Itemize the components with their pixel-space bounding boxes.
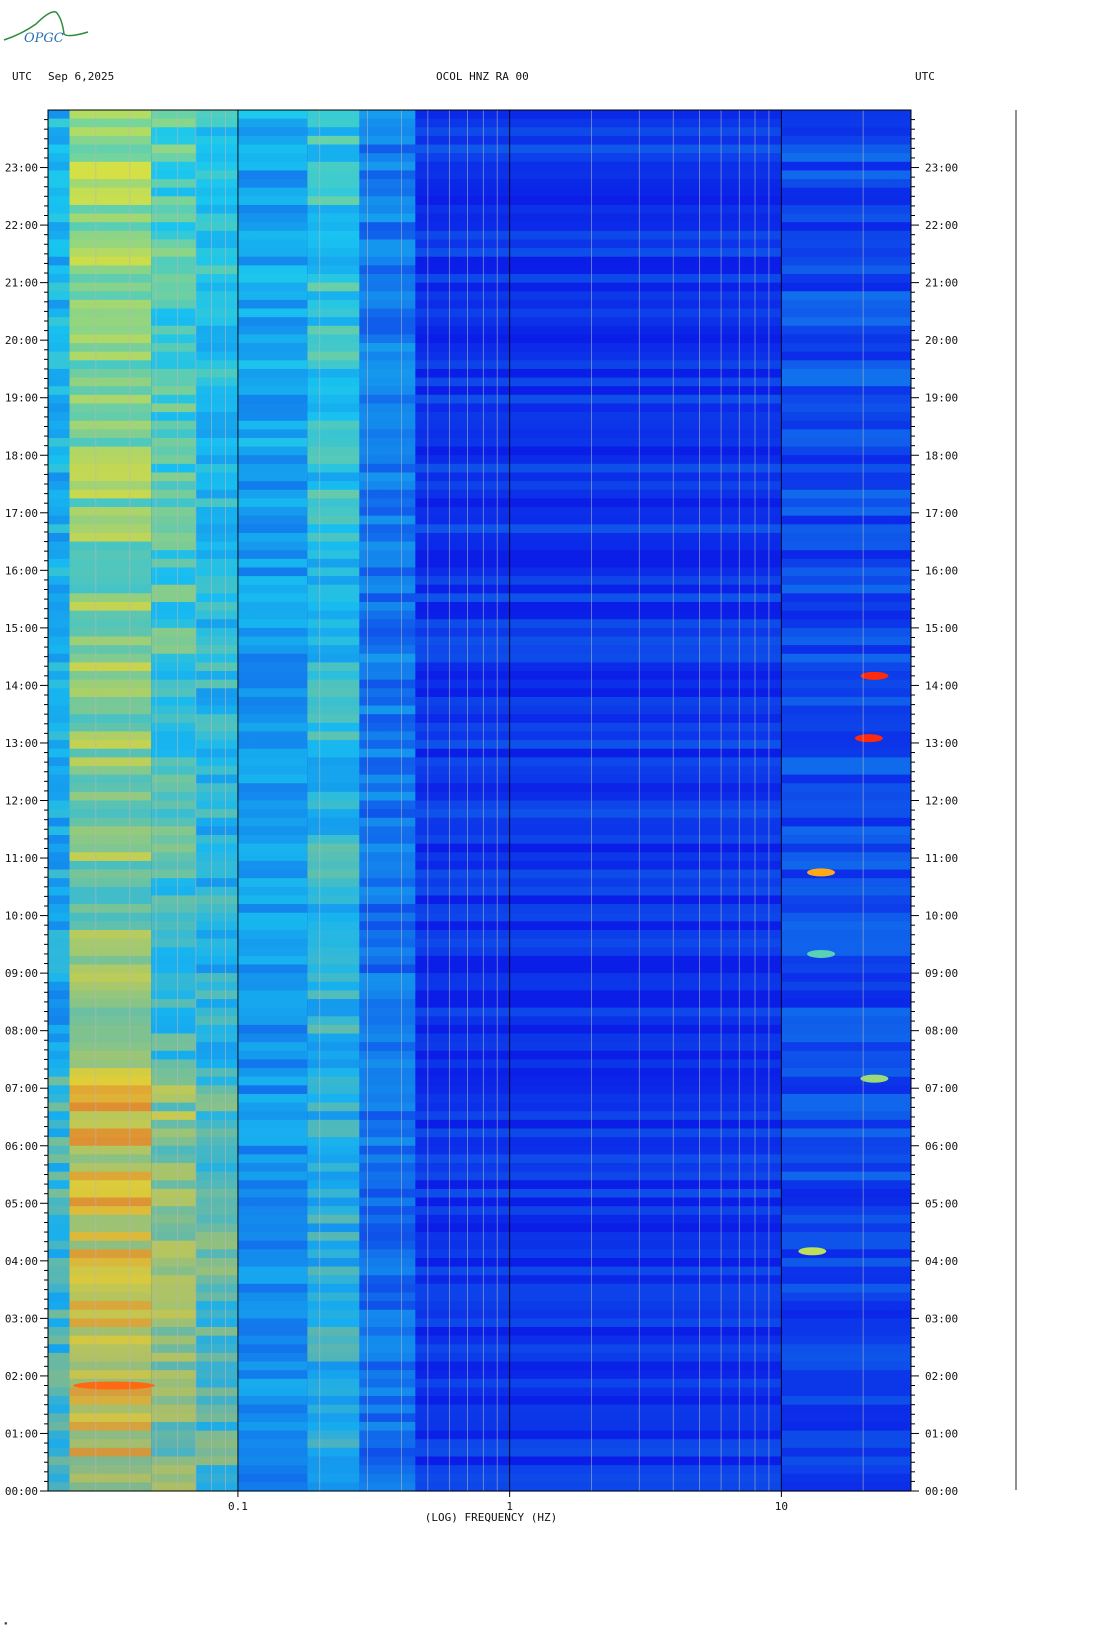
y-tick-label-right: 14:00 [925,679,958,692]
y-tick-label-right: 15:00 [925,622,958,635]
y-tick-label-left: 09:00 [5,967,38,980]
y-tick-label-left: 04:00 [5,1255,38,1268]
y-tick-label-right: 05:00 [925,1197,958,1210]
y-tick-label-left: 12:00 [5,795,38,808]
y-tick-label-right: 00:00 [925,1485,958,1498]
y-tick-label-right: 01:00 [925,1427,958,1440]
y-tick-label-right: 20:00 [925,334,958,347]
y-tick-label-left: 07:00 [5,1082,38,1095]
x-tick-label: 0.1 [228,1500,248,1513]
y-tick-label-left: 02:00 [5,1370,38,1383]
x-axis-label: (LOG) FREQUENCY (HZ) [425,1511,557,1524]
y-tick-label-right: 22:00 [925,219,958,232]
axes: 00:00 00:00 01:00 01:00 02:00 02:00 03:00 03:00… [5,109,958,1513]
y-tick-label-right: 13:00 [925,737,958,750]
y-tick-label-left: 20:00 [5,334,38,347]
y-tick-label-left: 17:00 [5,507,38,520]
y-tick-label-left: 21:00 [5,277,38,290]
y-tick-label-left: 16:00 [5,564,38,577]
event-spot [798,1247,827,1256]
frequency-grid [47,110,912,1491]
y-tick-label-left: 15:00 [5,622,38,635]
y-tick-label-left: 18:00 [5,449,38,462]
y-tick-label-right: 12:00 [925,795,958,808]
y-tick-label-left: 23:00 [5,162,38,175]
y-tick-label-right: 10:00 [925,910,958,923]
y-tick-label-right: 02:00 [925,1370,958,1383]
left-timezone: UTC [12,70,32,83]
logo-text: OPGC [24,31,64,46]
date-label: Sep 6,2025 [48,70,115,83]
y-tick-label-right: 09:00 [925,967,958,980]
y-tick-label-right: 04:00 [925,1255,958,1268]
y-tick-label-left: 05:00 [5,1197,38,1210]
y-tick-label-right: 21:00 [925,277,958,290]
x-tick-label: 10 [775,1500,788,1513]
y-tick-label-right: 16:00 [925,564,958,577]
event-spot [854,734,883,743]
y-tick-label-left: 22:00 [5,219,38,232]
y-tick-label-left: 13:00 [5,737,38,750]
y-tick-label-left: 06:00 [5,1140,38,1153]
y-tick-label-left: 14:00 [5,679,38,692]
x-tick-label: 1 [506,1500,513,1513]
y-tick-label-right: 03:00 [925,1312,958,1325]
event-spot [73,1381,155,1390]
y-tick-label-left: 19:00 [5,392,38,405]
event-spot [860,671,889,680]
corner-mark: ▪ [4,1620,8,1627]
y-tick-label-left: 01:00 [5,1427,38,1440]
right-timezone: UTC [915,70,935,83]
y-tick-label-right: 19:00 [925,392,958,405]
y-tick-label-left: 03:00 [5,1312,38,1325]
y-tick-label-left: 10:00 [5,910,38,923]
y-tick-label-right: 18:00 [925,449,958,462]
event-spot [807,949,836,958]
y-tick-label-left: 08:00 [5,1025,38,1038]
event-spot [807,868,836,877]
opgc-logo: OPGC [2,4,92,50]
y-tick-label-right: 23:00 [925,162,958,175]
y-tick-label-left: 00:00 [5,1485,38,1498]
y-tick-label-right: 08:00 [925,1025,958,1038]
y-tick-label-right: 07:00 [925,1082,958,1095]
station-title: OCOL HNZ RA 00 [436,70,529,83]
y-tick-label-right: 11:00 [925,852,958,865]
y-tick-label-right: 17:00 [925,507,958,520]
event-spot [860,1074,889,1083]
plot-area [48,110,911,1492]
y-tick-label-left: 11:00 [5,852,38,865]
logo-mark-icon: OPGC [3,11,89,46]
y-tick-label-right: 06:00 [925,1140,958,1153]
plot-shade [48,110,911,1491]
